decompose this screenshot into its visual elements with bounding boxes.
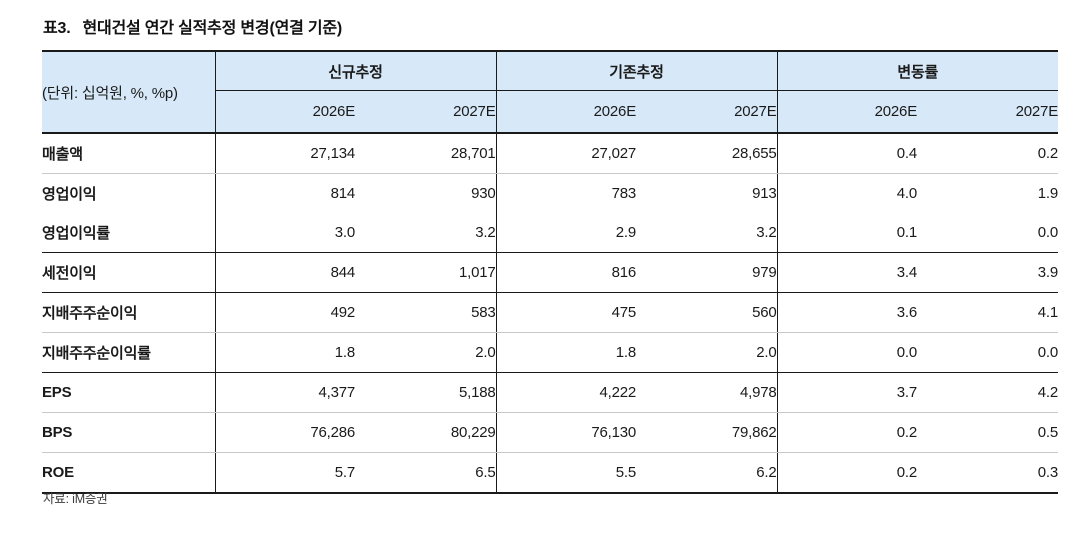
col-header-chg-2027e: 2027E — [917, 90, 1058, 134]
cell-value: 0.2 — [776, 452, 917, 494]
cell-value: 3.2 — [636, 213, 777, 253]
cell-value: 5,188 — [355, 372, 496, 413]
col-header-new-2027e: 2027E — [355, 90, 496, 134]
cell-value: 583 — [355, 292, 496, 333]
cell-value: 1.8 — [495, 332, 636, 373]
row-label: 지배주주순이익률 — [42, 332, 215, 373]
cell-value: 3.4 — [776, 252, 917, 293]
cell-value: 4.2 — [917, 372, 1058, 413]
cell-value: 0.0 — [917, 213, 1058, 253]
row-label: ROE — [42, 452, 215, 494]
cell-value: 76,130 — [495, 412, 636, 453]
cell-value: 492 — [214, 292, 355, 333]
cell-value: 79,862 — [636, 412, 777, 453]
col-group-old-estimate: 기존추정 — [495, 51, 777, 91]
cell-value: 930 — [355, 173, 496, 213]
cell-value: 0.3 — [917, 452, 1058, 494]
cell-value: 4.1 — [917, 292, 1058, 333]
unit-label: (단위: 십억원, %, %p) — [42, 51, 215, 134]
table-row-controlling-net-profit: 지배주주순이익 492 583 475 560 3.6 4.1 — [42, 292, 1058, 333]
row-label: 세전이익 — [42, 252, 215, 293]
row-label: 영업이익률 — [42, 213, 215, 253]
cell-value: 475 — [495, 292, 636, 333]
cell-value: 4.0 — [776, 173, 917, 213]
cell-value: 814 — [214, 173, 355, 213]
table-row-operating-profit: 영업이익 814 930 783 913 4.0 1.9 — [42, 173, 1058, 213]
col-header-old-2026e: 2026E — [495, 90, 636, 134]
cell-value: 816 — [495, 252, 636, 293]
cell-value: 6.2 — [636, 452, 777, 494]
table-title: 표3. 현대건설 연간 실적추정 변경(연결 기준) — [43, 14, 342, 38]
cell-value: 0.0 — [776, 332, 917, 373]
cell-value: 3.2 — [355, 213, 496, 253]
row-label: BPS — [42, 412, 215, 453]
cell-value: 979 — [636, 252, 777, 293]
table-header: (단위: 십억원, %, %p) 신규추정 기존추정 변동률 2026E 202… — [42, 51, 1058, 134]
cell-value: 80,229 — [355, 412, 496, 453]
cell-value: 0.4 — [776, 133, 917, 174]
cell-value: 76,286 — [214, 412, 355, 453]
cell-value: 27,134 — [214, 133, 355, 174]
cell-value: 5.5 — [495, 452, 636, 494]
table-row-eps: EPS 4,377 5,188 4,222 4,978 3.7 4.2 — [42, 372, 1058, 413]
header-group-row: (단위: 십억원, %, %p) 신규추정 기존추정 변동률 — [42, 51, 1058, 134]
cell-value: 28,701 — [355, 133, 496, 174]
col-header-new-2026e: 2026E — [214, 90, 355, 134]
cell-value: 2.0 — [355, 332, 496, 373]
cell-value: 3.9 — [917, 252, 1058, 293]
cell-value: 1,017 — [355, 252, 496, 293]
table-title-text: 현대건설 연간 실적추정 변경(연결 기준) — [82, 20, 343, 37]
col-group-change-rate: 변동률 — [776, 51, 1058, 91]
row-label: EPS — [42, 372, 215, 413]
cell-value: 5.7 — [214, 452, 355, 494]
row-label: 지배주주순이익 — [42, 292, 215, 333]
col-header-chg-2026e: 2026E — [776, 90, 917, 134]
cell-value: 6.5 — [355, 452, 496, 494]
cell-value: 4,978 — [636, 372, 777, 413]
cell-value: 783 — [495, 173, 636, 213]
source-note: 자료: iM증권 — [43, 492, 108, 506]
cell-value: 1.8 — [214, 332, 355, 373]
cell-value: 560 — [636, 292, 777, 333]
cell-value: 27,027 — [495, 133, 636, 174]
col-group-new-estimate: 신규추정 — [214, 51, 496, 91]
table-title-number: 표3. — [43, 20, 71, 37]
table-row-roe: ROE 5.7 6.5 5.5 6.2 0.2 0.3 — [42, 452, 1058, 494]
cell-value: 4,377 — [214, 372, 355, 413]
cell-value: 2.0 — [636, 332, 777, 373]
row-label: 매출액 — [42, 133, 215, 174]
table-row-revenue: 매출액 27,134 28,701 27,027 28,655 0.4 0.2 — [42, 133, 1058, 174]
cell-value: 0.0 — [917, 332, 1058, 373]
cell-value: 0.2 — [917, 133, 1058, 174]
estimate-revision-table: (단위: 십억원, %, %p) 신규추정 기존추정 변동률 2026E 202… — [42, 50, 1058, 494]
table-row-controlling-net-margin: 지배주주순이익률 1.8 2.0 1.8 2.0 0.0 0.0 — [42, 332, 1058, 373]
table-body: 매출액 27,134 28,701 27,027 28,655 0.4 0.2 … — [42, 133, 1058, 494]
cell-value: 1.9 — [917, 173, 1058, 213]
row-label: 영업이익 — [42, 173, 215, 213]
cell-value: 28,655 — [636, 133, 777, 174]
cell-value: 3.6 — [776, 292, 917, 333]
cell-value: 0.2 — [776, 412, 917, 453]
cell-value: 913 — [636, 173, 777, 213]
cell-value: 3.7 — [776, 372, 917, 413]
cell-value: 3.0 — [214, 213, 355, 253]
cell-value: 844 — [214, 252, 355, 293]
col-header-old-2027e: 2027E — [636, 90, 777, 134]
cell-value: 0.5 — [917, 412, 1058, 453]
cell-value: 0.1 — [776, 213, 917, 253]
table-row-bps: BPS 76,286 80,229 76,130 79,862 0.2 0.5 — [42, 412, 1058, 453]
cell-value: 2.9 — [495, 213, 636, 253]
table-row-pretax-profit: 세전이익 844 1,017 816 979 3.4 3.9 — [42, 252, 1058, 293]
cell-value: 4,222 — [495, 372, 636, 413]
header-year-row: 2026E 2027E 2026E 2027E 2026E 2027E — [42, 90, 1058, 134]
table-row-operating-margin: 영업이익률 3.0 3.2 2.9 3.2 0.1 0.0 — [42, 213, 1058, 253]
